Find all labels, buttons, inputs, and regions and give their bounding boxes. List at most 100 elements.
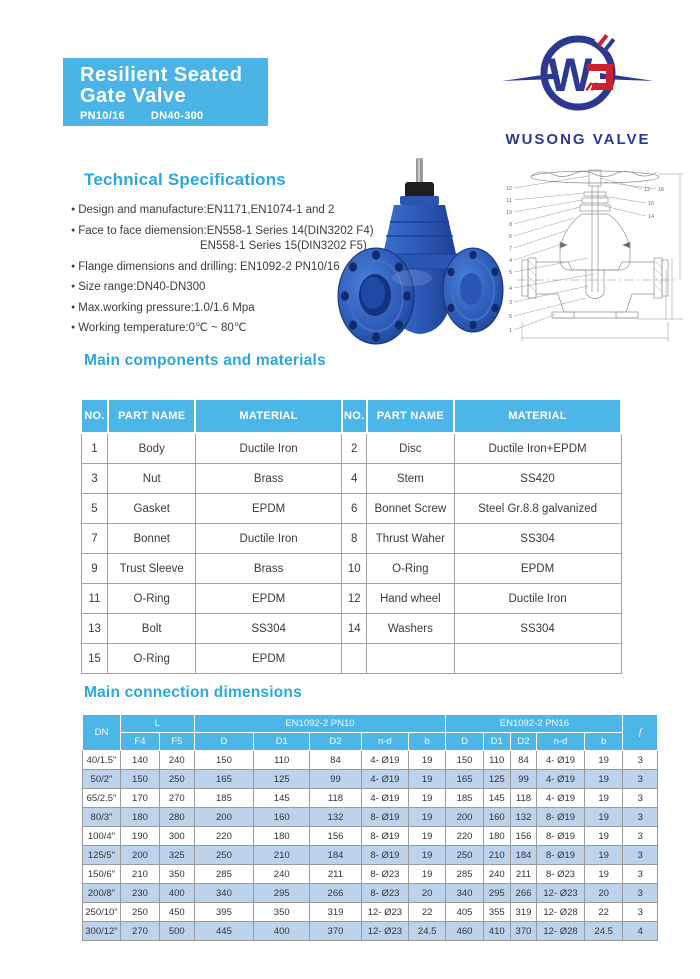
- table-cell: 370: [309, 921, 362, 941]
- table-cell: 19: [583, 750, 624, 770]
- table-cell: 150/6": [82, 864, 121, 884]
- spec-item: ● Flange dimensions and drilling: EN1092-…: [71, 260, 381, 274]
- spec-item: ● Size range:DN40-DN300: [71, 280, 381, 294]
- table-cell: Bolt: [107, 613, 196, 644]
- svg-text:16: 16: [658, 187, 664, 193]
- table-cell: 4: [622, 921, 658, 941]
- svg-text:12: 12: [644, 187, 650, 193]
- column-header: F4: [119, 732, 161, 751]
- table-cell: 40/1.5": [82, 750, 121, 770]
- table-cell: 200: [445, 807, 484, 827]
- table-cell: Gasket: [107, 493, 196, 524]
- table-cell: Stem: [366, 463, 455, 494]
- table-row: 50/2" 150 250 165 125 99 4- Ø19 19 165 125 99 4- Ø1…: [82, 769, 658, 789]
- table-cell: 319: [509, 902, 538, 922]
- components-heading: Main components and materials: [84, 352, 326, 369]
- table-cell: 450: [159, 902, 195, 922]
- table-cell: 340: [193, 883, 255, 903]
- table-cell: 145: [253, 788, 311, 808]
- column-header-l: L: [119, 714, 195, 733]
- table-cell: 12- Ø23: [360, 902, 409, 922]
- column-header-f: f: [622, 714, 658, 751]
- table-cell: O-Ring: [107, 643, 196, 674]
- table-row: 3 Nut Brass 4 Stem SS420: [80, 463, 622, 494]
- product-title-line2: Gate Valve: [80, 85, 187, 107]
- size-range: DN40-300: [150, 110, 204, 122]
- table-cell: 12: [341, 583, 368, 614]
- table-cell: 180: [253, 826, 311, 846]
- table-cell: 200: [193, 807, 255, 827]
- column-header: n-d: [536, 732, 585, 751]
- table-cell: 3: [622, 769, 658, 789]
- table-cell: 156: [309, 826, 362, 846]
- table-cell: 240: [253, 864, 311, 884]
- table-cell: 19: [583, 807, 624, 827]
- table-cell: SS304: [453, 523, 622, 554]
- table-cell: 19: [407, 845, 447, 865]
- table-cell: 8- Ø19: [536, 845, 585, 865]
- valve-technical-drawing: 12 11 13 8 6 7 4 5 4 3 5 1 12 16 15 14: [506, 169, 683, 342]
- spec-item: ● Design and manufacture:EN1171,EN1074-1 …: [71, 203, 381, 217]
- table-cell: 19: [583, 788, 624, 808]
- table-cell: 8- Ø23: [536, 864, 585, 884]
- wusong-logo-icon: W: [502, 31, 654, 111]
- table-cell: 19: [407, 807, 447, 827]
- table-cell: 84: [509, 750, 538, 770]
- table-cell: 3: [622, 750, 658, 770]
- bullet-icon: ●: [71, 262, 76, 270]
- table-cell: 295: [482, 883, 511, 903]
- table-cell: 325: [159, 845, 195, 865]
- table-cell: 280: [159, 807, 195, 827]
- table-cell: Ductile Iron: [194, 432, 343, 464]
- table-cell: 19: [583, 826, 624, 846]
- spec-text: Flange dimensions and drilling: EN1092-2…: [78, 260, 340, 273]
- table-cell: 19: [407, 864, 447, 884]
- table-row: 250/10" 250 450 395 350 319 12- Ø23 22 405 355 319…: [82, 902, 658, 922]
- table-cell: Ductile Iron: [194, 523, 343, 554]
- table-row: 13 Bolt SS304 14 Washers SS304: [80, 613, 622, 644]
- table-cell: 4- Ø19: [536, 769, 585, 789]
- bullet-icon: ●: [71, 303, 76, 311]
- spec-text-continuation: EN558-1 Series 15(DIN3202 F5): [200, 240, 367, 252]
- table-cell: 211: [509, 864, 538, 884]
- table-cell: EPDM: [194, 583, 343, 614]
- column-header: PART NAME: [365, 398, 456, 434]
- table-cell: 4: [341, 463, 368, 494]
- table-cell: 8- Ø19: [360, 845, 409, 865]
- table-cell: 100/4": [82, 826, 121, 846]
- table-cell: 132: [509, 807, 538, 827]
- table-cell: 22: [407, 902, 447, 922]
- dimensions-heading: Main connection dimensions: [84, 684, 302, 701]
- table-cell: EPDM: [194, 493, 343, 524]
- table-cell: 220: [445, 826, 484, 846]
- table-cell: 19: [407, 826, 447, 846]
- table-cell: 19: [407, 750, 447, 770]
- table-cell: 3: [622, 807, 658, 827]
- table-cell: 350: [159, 864, 195, 884]
- table-cell: 184: [509, 845, 538, 865]
- table-cell: 5: [80, 493, 109, 524]
- table-cell: 190: [119, 826, 161, 846]
- table-row: 15 O-Ring EPDM: [80, 643, 622, 674]
- spec-item: ● Face to face diemension:EN558-1 Series …: [71, 224, 381, 238]
- table-cell: 200/8": [82, 883, 121, 903]
- table-cell: Body: [107, 432, 196, 464]
- brand-name: WUSONG VALVE: [505, 131, 651, 148]
- bullet-icon: ●: [71, 226, 76, 234]
- column-header: MATERIAL: [453, 398, 622, 434]
- table-cell: 210: [253, 845, 311, 865]
- table-cell: 3: [622, 788, 658, 808]
- table-cell: 355: [482, 902, 511, 922]
- table-cell: 180: [482, 826, 511, 846]
- drawing-callouts-right: 12 16 15 14: [644, 187, 664, 220]
- table-cell: 250: [119, 902, 161, 922]
- table-cell: 80/3": [82, 807, 121, 827]
- column-header: F5: [159, 732, 195, 751]
- table-cell: 400: [253, 921, 311, 941]
- table-cell: 8- Ø23: [360, 864, 409, 884]
- table-cell: Disc: [366, 432, 455, 464]
- table-cell: 125/5": [82, 845, 121, 865]
- svg-text:3: 3: [509, 300, 512, 306]
- table-cell: [366, 643, 455, 674]
